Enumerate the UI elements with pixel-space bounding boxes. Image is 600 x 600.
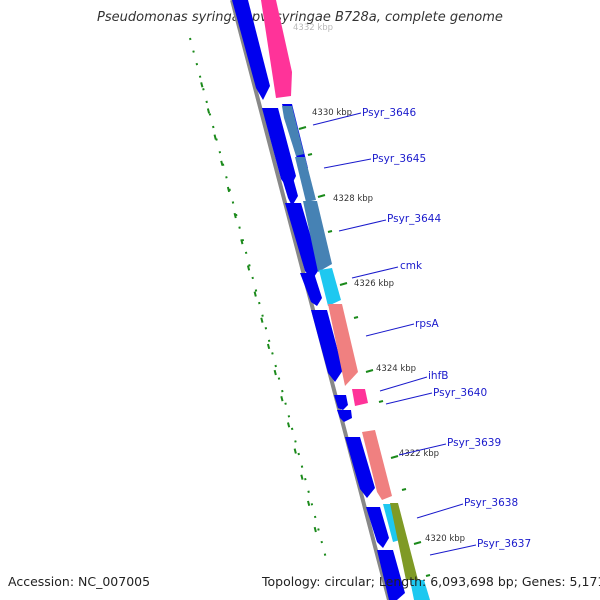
reverse-strand-track	[261, 0, 430, 600]
gene-arrow	[282, 106, 304, 156]
accession-text: Accession: NC_007005	[8, 574, 151, 589]
gene-arrow	[328, 304, 358, 386]
tick-label-4326: 4326 kbp	[354, 279, 394, 289]
tick-label-4320: 4320 kbp	[425, 534, 465, 544]
tick-label-4324: 4324 kbp	[376, 364, 416, 374]
gene-label-psyr-3637[interactable]: Psyr_3637	[477, 538, 531, 550]
gene-arrow	[337, 410, 352, 422]
gene-label-psyr-3640[interactable]: Psyr_3640	[433, 387, 487, 399]
tick-marks	[298, 126, 431, 577]
gene-label-psyr-3646[interactable]: Psyr_3646	[362, 107, 416, 119]
gene-arrow	[334, 395, 348, 410]
gene-arrow	[295, 157, 316, 202]
gene-label-rpsa[interactable]: rpsA	[415, 318, 439, 330]
gene-arrow	[352, 389, 368, 406]
genome-summary-text: Topology: circular; Length: 6,093,698 bp…	[262, 574, 600, 589]
gene-label-ihfb[interactable]: ihfB	[428, 370, 448, 382]
gene-arrow	[345, 437, 375, 498]
gene-arrow	[410, 580, 430, 600]
gene-arrow	[366, 507, 389, 548]
tick-label-clipped: 4332 kbp	[293, 23, 333, 33]
gene-arrow	[303, 201, 332, 272]
gene-label-psyr-3644[interactable]: Psyr_3644	[387, 213, 441, 225]
gene-arrow	[285, 203, 320, 280]
map-title: Pseudomonas syringae pv. syringae B728a,…	[97, 10, 503, 25]
gene-label-cmk[interactable]: cmk	[400, 260, 423, 272]
gene-label-psyr-3639[interactable]: Psyr_3639	[447, 437, 501, 449]
gene-label-psyr-3638[interactable]: Psyr_3638	[464, 497, 518, 509]
gene-arrow	[319, 268, 341, 306]
tick-label-4330: 4330 kbp	[312, 108, 352, 118]
gene-arrow	[383, 504, 400, 542]
gene-arrow	[261, 0, 292, 98]
gene-arrow	[377, 550, 405, 600]
gene-arrow	[390, 503, 418, 580]
gene-arrow	[300, 273, 322, 306]
outer-dotted-track	[189, 37, 329, 567]
gene-label-psyr-3645[interactable]: Psyr_3645	[372, 153, 426, 165]
forward-strand-track	[232, 0, 405, 600]
gene-arrow	[232, 0, 270, 100]
label-leaders	[312, 112, 477, 556]
tick-label-4328: 4328 kbp	[333, 194, 373, 204]
outer-dashed-track	[195, 61, 321, 549]
gene-arrow	[362, 430, 392, 500]
gene-arrow	[274, 152, 298, 206]
gene-arrow	[311, 310, 343, 382]
tick-label-4322: 4322 kbp	[399, 449, 439, 459]
